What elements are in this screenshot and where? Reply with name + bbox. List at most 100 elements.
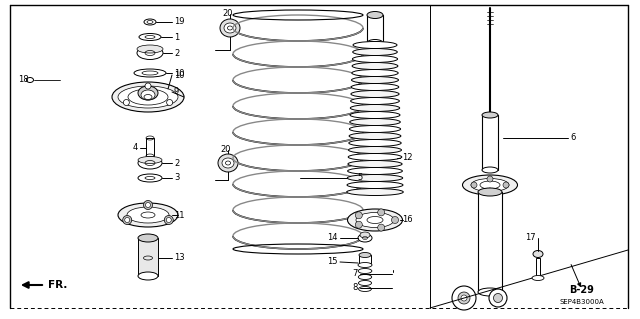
Ellipse shape — [349, 125, 401, 132]
Circle shape — [166, 218, 172, 222]
Bar — [536, 258, 540, 278]
Ellipse shape — [349, 118, 400, 125]
Ellipse shape — [471, 179, 509, 191]
Text: 15: 15 — [328, 257, 338, 266]
Ellipse shape — [358, 234, 372, 242]
Bar — [138, 238, 158, 276]
Ellipse shape — [353, 41, 397, 48]
Ellipse shape — [137, 45, 163, 53]
Ellipse shape — [353, 48, 397, 56]
Ellipse shape — [482, 167, 498, 173]
Circle shape — [489, 289, 507, 307]
Ellipse shape — [350, 105, 400, 112]
Text: FR.: FR. — [48, 280, 67, 290]
Text: 3: 3 — [174, 174, 179, 182]
Ellipse shape — [349, 139, 401, 146]
Text: B-29: B-29 — [570, 285, 595, 295]
Text: 20: 20 — [223, 10, 233, 19]
Ellipse shape — [358, 286, 371, 292]
Ellipse shape — [348, 167, 403, 174]
Circle shape — [461, 295, 467, 301]
Ellipse shape — [352, 63, 398, 70]
Ellipse shape — [141, 90, 155, 100]
Ellipse shape — [138, 272, 158, 280]
Text: 8: 8 — [353, 284, 358, 293]
Ellipse shape — [358, 269, 372, 273]
Ellipse shape — [533, 250, 543, 257]
Ellipse shape — [478, 288, 502, 296]
Ellipse shape — [351, 84, 399, 91]
Ellipse shape — [220, 19, 240, 37]
Circle shape — [471, 182, 477, 188]
Ellipse shape — [351, 98, 399, 105]
Text: 10: 10 — [174, 69, 184, 78]
Circle shape — [503, 182, 509, 188]
Ellipse shape — [349, 132, 401, 139]
Circle shape — [355, 212, 362, 219]
Ellipse shape — [224, 23, 236, 33]
Ellipse shape — [463, 175, 518, 195]
Ellipse shape — [478, 188, 502, 196]
Ellipse shape — [360, 232, 370, 238]
Bar — [359, 255, 371, 263]
Ellipse shape — [348, 160, 402, 167]
Text: 12: 12 — [402, 153, 413, 162]
Circle shape — [164, 216, 173, 225]
Ellipse shape — [351, 91, 399, 98]
Ellipse shape — [350, 112, 400, 118]
Circle shape — [493, 293, 502, 302]
Circle shape — [145, 203, 150, 207]
Text: 20: 20 — [221, 145, 231, 154]
Circle shape — [166, 100, 173, 106]
Ellipse shape — [218, 154, 238, 172]
Circle shape — [124, 100, 129, 106]
Ellipse shape — [347, 182, 403, 189]
Bar — [146, 138, 154, 156]
Text: 19: 19 — [174, 18, 184, 26]
Ellipse shape — [482, 112, 498, 118]
Circle shape — [378, 224, 385, 231]
Bar — [367, 15, 383, 43]
Text: 14: 14 — [328, 234, 338, 242]
Circle shape — [378, 209, 385, 216]
Ellipse shape — [348, 153, 402, 160]
Ellipse shape — [532, 276, 544, 280]
Ellipse shape — [358, 275, 372, 279]
Ellipse shape — [222, 158, 234, 168]
Ellipse shape — [359, 253, 371, 257]
Ellipse shape — [348, 174, 403, 182]
Ellipse shape — [353, 56, 397, 63]
Ellipse shape — [118, 86, 178, 108]
Ellipse shape — [358, 263, 372, 268]
Ellipse shape — [127, 207, 169, 223]
Circle shape — [392, 217, 399, 224]
Text: 7: 7 — [353, 270, 358, 278]
Text: 17: 17 — [525, 234, 536, 242]
Ellipse shape — [358, 280, 372, 286]
Circle shape — [487, 176, 493, 182]
Ellipse shape — [138, 157, 162, 164]
Ellipse shape — [138, 234, 158, 242]
Text: 2: 2 — [174, 48, 179, 57]
Text: SEP4B3000A: SEP4B3000A — [559, 299, 604, 305]
Text: 5: 5 — [357, 174, 362, 182]
Ellipse shape — [356, 212, 394, 227]
Circle shape — [143, 201, 152, 210]
Text: 9: 9 — [174, 87, 179, 97]
Circle shape — [355, 221, 362, 228]
Circle shape — [487, 188, 493, 194]
Text: 18: 18 — [18, 76, 29, 85]
Text: 13: 13 — [174, 254, 184, 263]
Ellipse shape — [112, 82, 184, 112]
Circle shape — [458, 292, 470, 304]
Ellipse shape — [352, 70, 398, 77]
Circle shape — [125, 218, 130, 222]
Ellipse shape — [138, 86, 158, 100]
Text: 11: 11 — [174, 211, 184, 219]
Bar — [482, 115, 498, 170]
Text: 1: 1 — [174, 33, 179, 41]
Text: 4: 4 — [132, 144, 138, 152]
Text: 6: 6 — [570, 133, 575, 143]
Text: 16: 16 — [402, 216, 413, 225]
Circle shape — [452, 286, 476, 310]
